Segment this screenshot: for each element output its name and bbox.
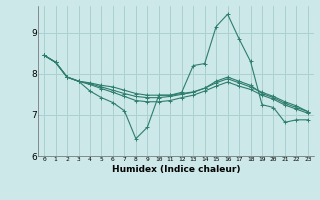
X-axis label: Humidex (Indice chaleur): Humidex (Indice chaleur) (112, 165, 240, 174)
